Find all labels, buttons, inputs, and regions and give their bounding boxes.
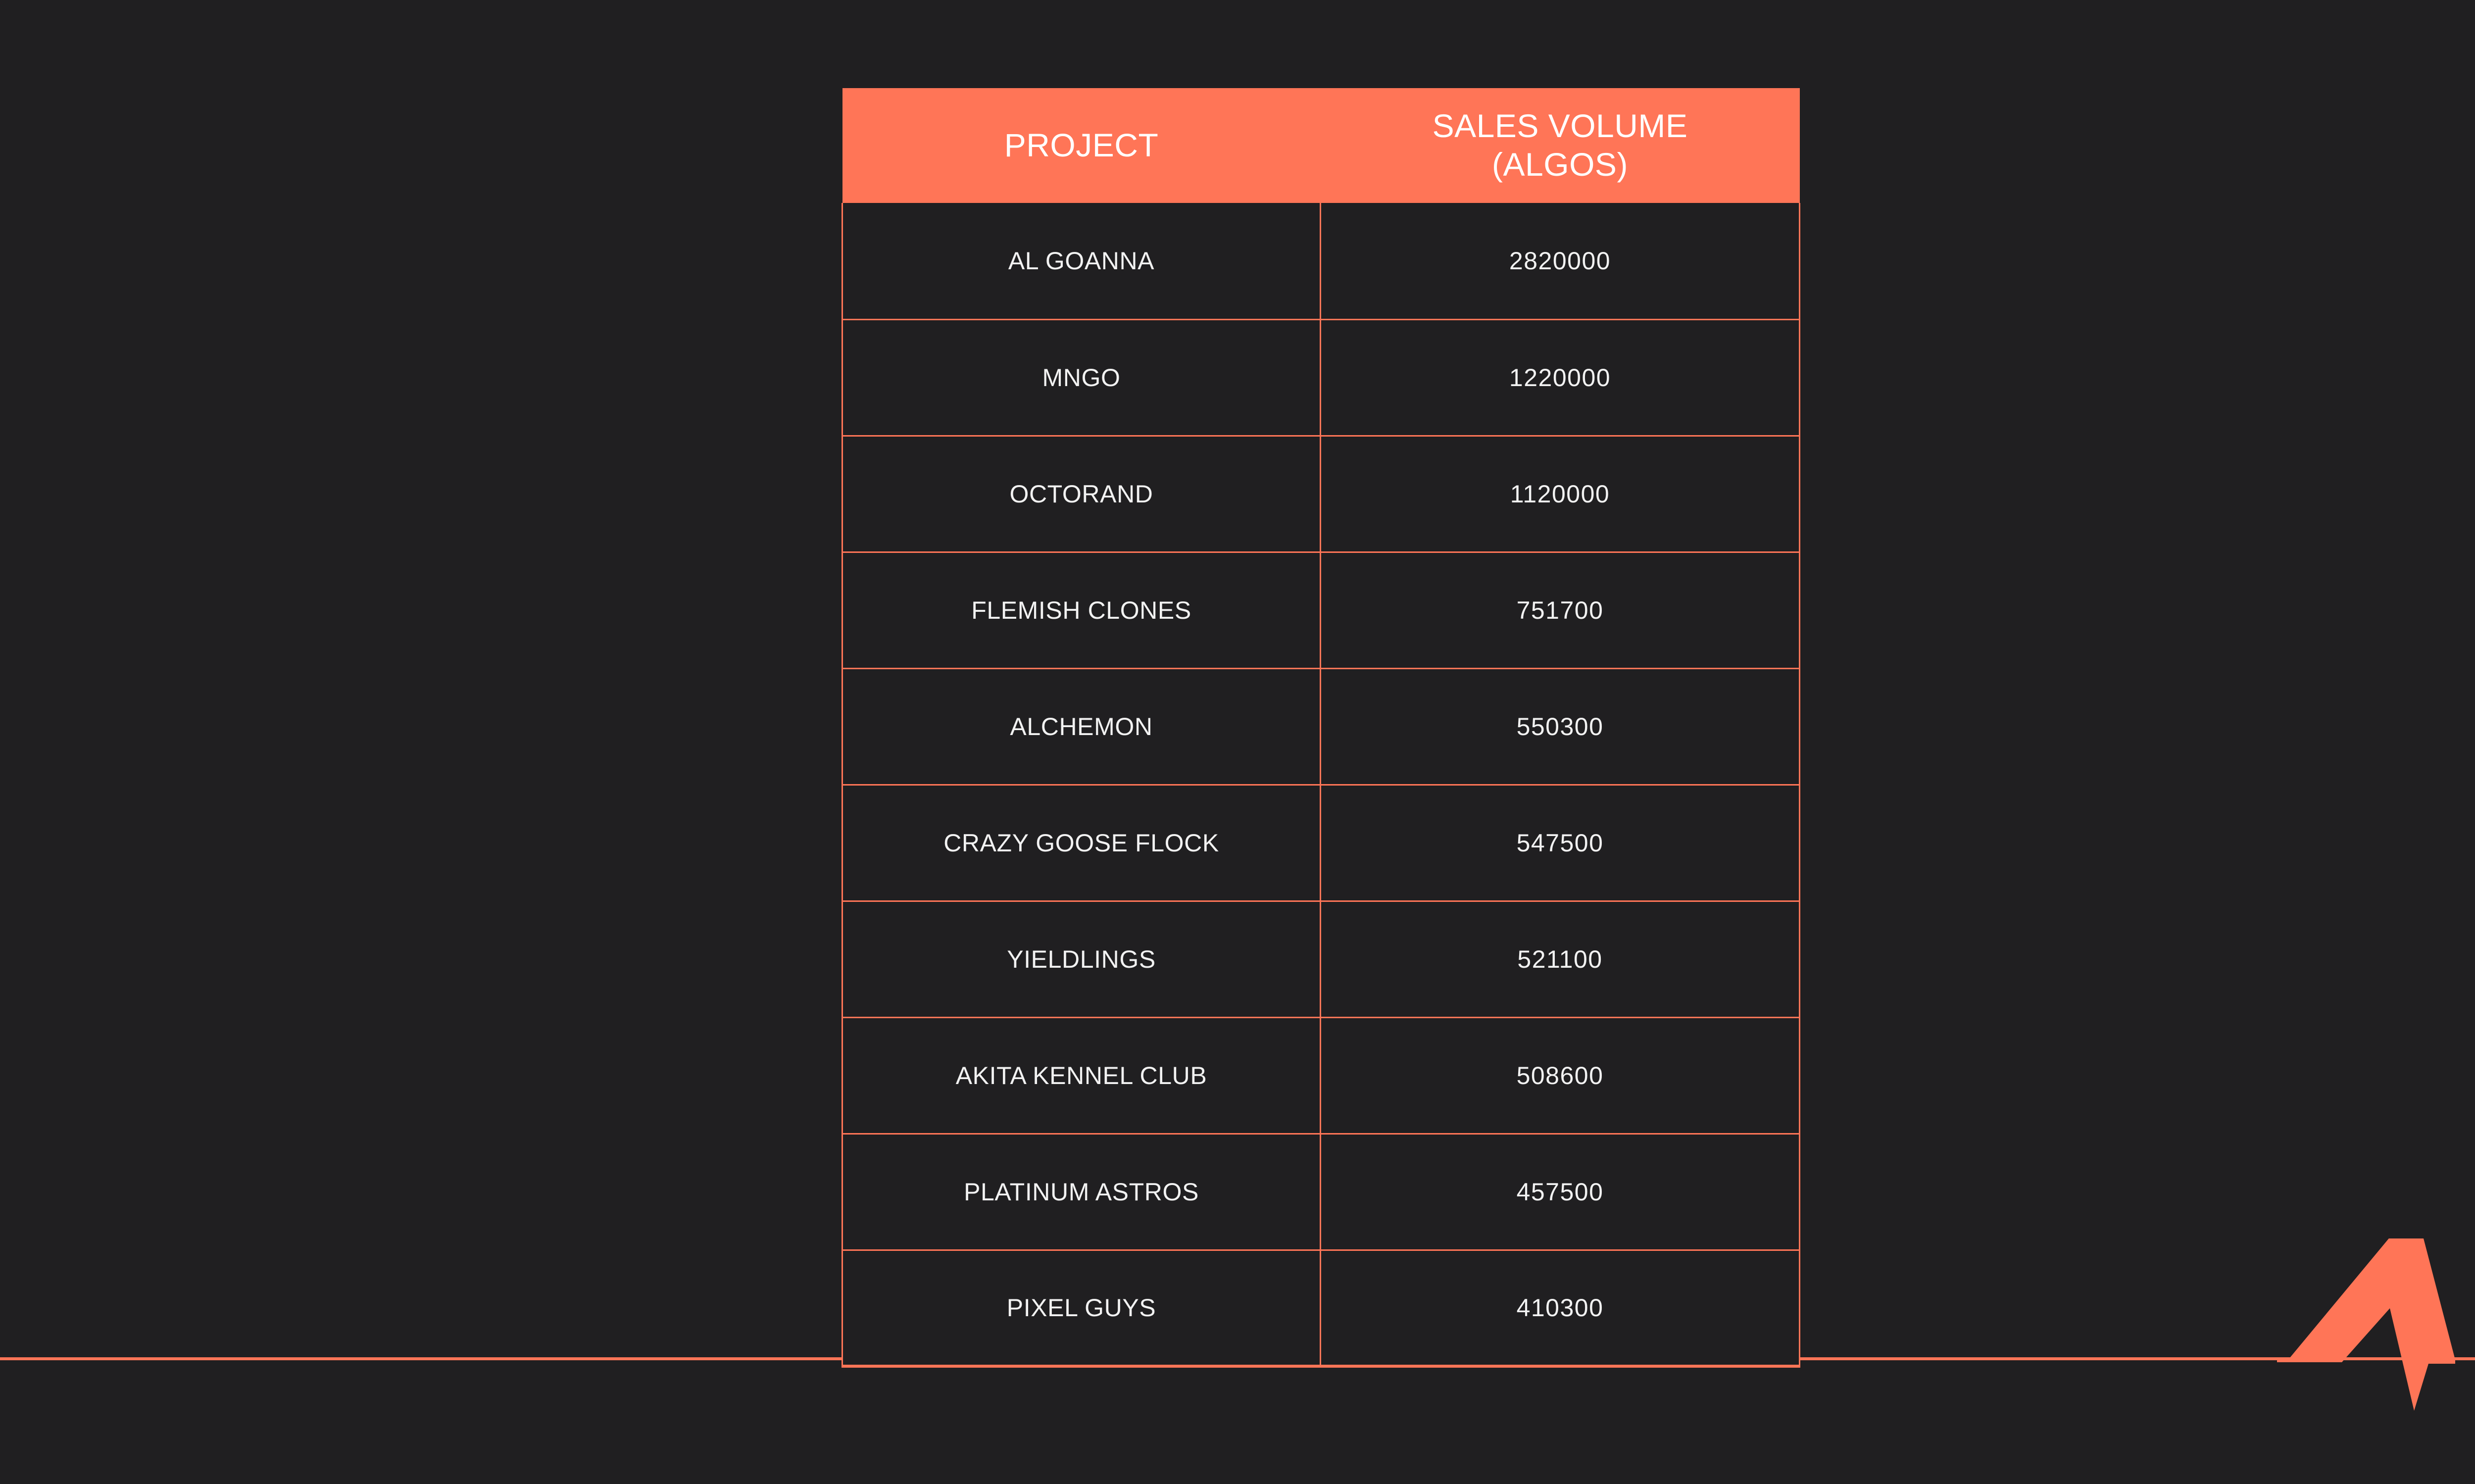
table-row[interactable]: MNGO 1220000 <box>842 319 1800 437</box>
cell-project: OCTORAND <box>842 436 1321 553</box>
cell-sales-volume: 410300 <box>1320 1250 1800 1368</box>
algorand-logo-icon <box>2277 1220 2455 1413</box>
header-row: PROJECT SALES VOLUME (ALGOS) <box>842 88 1800 203</box>
cell-sales-volume: 1220000 <box>1320 319 1800 437</box>
cell-sales-volume: 457500 <box>1320 1134 1800 1251</box>
cell-sales-volume: 751700 <box>1320 552 1800 669</box>
cell-project: YIELDLINGS <box>842 901 1321 1018</box>
table-row[interactable]: AKITA KENNEL CLUB 508600 <box>842 1017 1800 1135</box>
table-row[interactable]: OCTORAND 1120000 <box>842 436 1800 553</box>
cell-project: MNGO <box>842 319 1321 437</box>
sales-volume-table: PROJECT SALES VOLUME (ALGOS) AL GOANNA 28… <box>842 88 1800 1368</box>
table-row[interactable]: FLEMISH CLONES 751700 <box>842 552 1800 669</box>
column-header-sales-volume[interactable]: SALES VOLUME (ALGOS) <box>1320 88 1800 203</box>
table-row[interactable]: AL GOANNA 2820000 <box>842 203 1800 320</box>
table-body: AL GOANNA 2820000 MNGO 1220000 OCTORAND 11200… <box>842 203 1800 1368</box>
cell-project: AKITA KENNEL CLUB <box>842 1017 1321 1135</box>
table-header: PROJECT SALES VOLUME (ALGOS) <box>842 88 1800 203</box>
table-row[interactable]: PLATINUM ASTROS 457500 <box>842 1134 1800 1251</box>
cell-project: PLATINUM ASTROS <box>842 1134 1321 1251</box>
table-row[interactable]: ALCHEMON 550300 <box>842 668 1800 786</box>
cell-sales-volume: 2820000 <box>1320 203 1800 320</box>
cell-project: AL GOANNA <box>842 203 1321 320</box>
table-row[interactable]: PIXEL GUYS 410300 <box>842 1250 1800 1368</box>
cell-sales-volume: 1120000 <box>1320 436 1800 553</box>
cell-project: PIXEL GUYS <box>842 1250 1321 1368</box>
cell-sales-volume: 508600 <box>1320 1017 1800 1135</box>
cell-project: ALCHEMON <box>842 668 1321 786</box>
column-header-project[interactable]: PROJECT <box>842 88 1321 203</box>
cell-sales-volume: 547500 <box>1320 785 1800 902</box>
cell-project: CRAZY GOOSE FLOCK <box>842 785 1321 902</box>
table-row[interactable]: YIELDLINGS 521100 <box>842 901 1800 1018</box>
cell-project: FLEMISH CLONES <box>842 552 1321 669</box>
sales-volume-table-container: PROJECT SALES VOLUME (ALGOS) AL GOANNA 28… <box>842 88 1800 1368</box>
cell-sales-volume: 550300 <box>1320 668 1800 786</box>
cell-sales-volume: 521100 <box>1320 901 1800 1018</box>
table-row[interactable]: CRAZY GOOSE FLOCK 547500 <box>842 785 1800 902</box>
